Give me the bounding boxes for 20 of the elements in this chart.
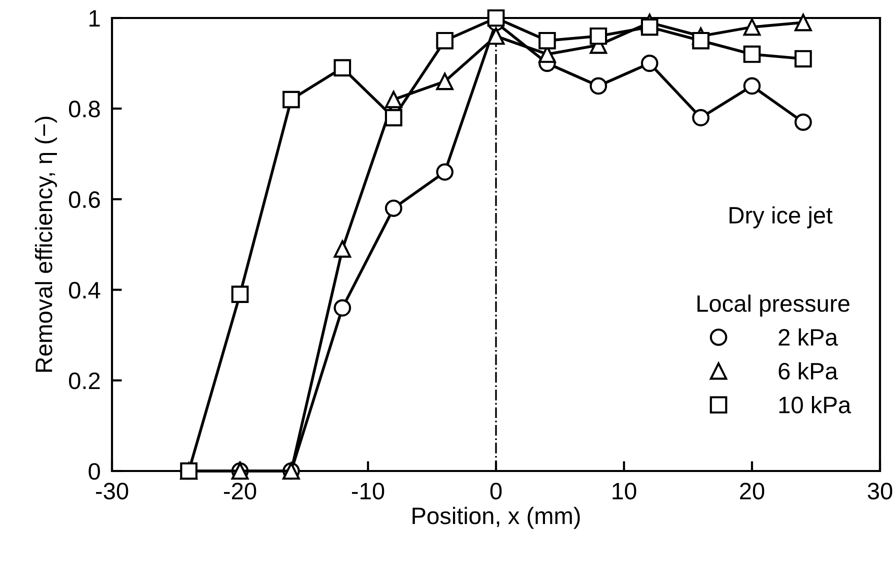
legend-label: 6 kPa: [778, 362, 838, 380]
x-tick-label: 10: [612, 482, 636, 500]
y-axis-title: Removal efficiency, η (−): [34, 116, 57, 372]
y-tick-label: 1: [90, 10, 100, 27]
legend-label: 2 kPa: [778, 328, 838, 346]
x-tick-label: 0: [490, 482, 502, 500]
x-tick-label: -10: [352, 482, 384, 500]
y-tick-label: 0.2: [68, 372, 100, 390]
x-tick-label: 20: [740, 482, 764, 500]
x-tick-label: -20: [224, 482, 256, 500]
legend-title: Local pressure: [698, 294, 850, 317]
x-tick-label: -30: [96, 482, 128, 500]
x-tick-label: 30: [868, 482, 892, 500]
legend-label: 10 kPa: [779, 396, 852, 414]
y-tick-label: 0: [88, 463, 100, 480]
y-tick-label: 0.6: [68, 191, 100, 208]
x-axis-title: Position, x (mm): [412, 506, 580, 529]
annotation: Dry ice jet: [730, 206, 832, 228]
y-tick-label: 0.4: [68, 282, 100, 299]
y-tick-label: 0.8: [68, 100, 100, 118]
